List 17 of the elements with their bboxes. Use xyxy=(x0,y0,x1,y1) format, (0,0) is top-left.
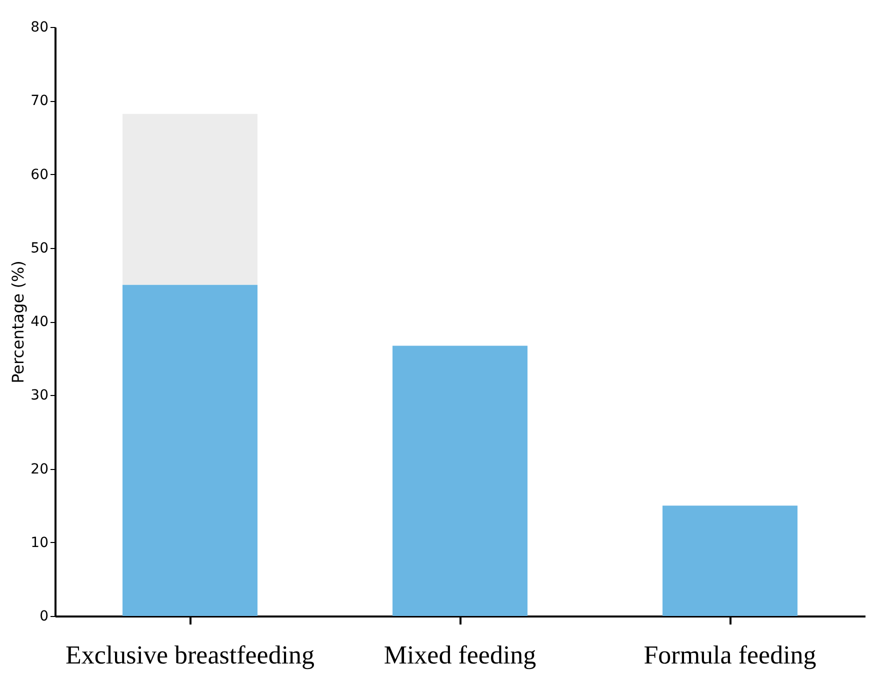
x-tick-label: Mixed feeding xyxy=(384,640,536,670)
y-tick-label: 10 xyxy=(30,534,48,551)
y-tick-label: 40 xyxy=(30,314,48,330)
y-tick-label: 20 xyxy=(30,461,48,478)
bar xyxy=(662,506,798,616)
y-tick-label: 70 xyxy=(30,93,48,110)
y-axis-title: Percentage (%) xyxy=(8,260,28,384)
x-tick-label: Exclusive breastfeeding xyxy=(65,640,315,670)
x-tick-label: Formula feeding xyxy=(644,640,816,670)
bar xyxy=(122,284,258,616)
y-tick-label: 30 xyxy=(30,388,48,404)
y-tick-label: 60 xyxy=(30,166,48,183)
y-tick-label: 0 xyxy=(40,608,48,624)
y-tick-label: 80 xyxy=(30,20,48,36)
bar xyxy=(122,114,258,285)
bar xyxy=(392,346,528,616)
y-tick-label: 50 xyxy=(30,240,48,256)
